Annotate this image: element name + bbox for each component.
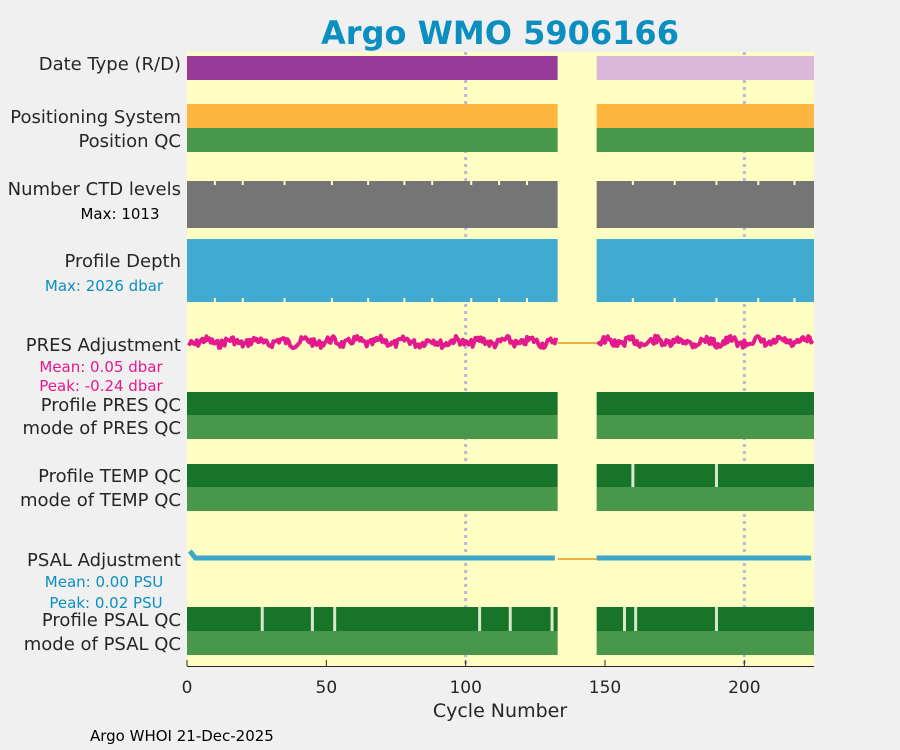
- profile_depth-dip-4: [367, 298, 370, 302]
- profile_depth-dip-3: [330, 298, 333, 302]
- row-sublabel-ctd-levels: Max: 1013: [80, 205, 159, 223]
- ctd_levels-dip-14: [793, 181, 796, 185]
- row-label-ctd-levels: Number CTD levels: [8, 179, 181, 200]
- row-label-position-qc: Position QC: [78, 131, 181, 152]
- mode_temp_qc-segment-1: [596, 487, 814, 511]
- profile_psal_qc-qc-mark-1: [310, 607, 314, 631]
- profile_depth-dip-0: [213, 298, 216, 302]
- ctd_levels-dip-2: [283, 181, 286, 185]
- ctd_levels-dip-12: [715, 181, 718, 185]
- mode_pres_qc-segment-1: [596, 415, 814, 439]
- profile_depth-dip-11: [673, 298, 676, 302]
- ctd_levels-dip-8: [498, 181, 501, 185]
- ctd_levels-dip-1: [241, 181, 244, 185]
- profile_depth-dip-8: [498, 298, 501, 302]
- profile_depth-dip-6: [431, 298, 434, 302]
- profile_pres_qc-segment-1: [596, 392, 814, 415]
- mode_temp_qc-segment-0: [187, 487, 558, 511]
- row-label-pres-adjustment: PRES Adjustment: [26, 335, 181, 356]
- row-label-psal-adjustment: PSAL Adjustment: [27, 550, 181, 571]
- ctd_levels-dip-10: [631, 181, 634, 185]
- row-label-mode-psal-qc: mode of PSAL QC: [24, 634, 181, 655]
- profile_depth-dip-12: [715, 298, 718, 302]
- profile_depth-dip-7: [470, 298, 473, 302]
- profile_pres_qc-segment-0: [187, 392, 558, 415]
- row-label-profile-pres-qc: Profile PRES QC: [41, 395, 181, 416]
- profile_psal_qc-segment-0: [187, 607, 558, 631]
- ctd_levels-dip-0: [213, 181, 216, 185]
- row-label-mode-pres-qc: mode of PRES QC: [23, 418, 181, 439]
- profile_depth-dip-9: [525, 298, 528, 302]
- row-label-profile-temp-qc: Profile TEMP QC: [38, 466, 181, 487]
- positioning-segment-1: [596, 104, 814, 128]
- position_qc-segment-0: [187, 128, 558, 152]
- ctd_levels-dip-7: [470, 181, 473, 185]
- ctd_levels-dip-3: [330, 181, 333, 185]
- profile_temp_qc-qc-mark-1: [714, 464, 718, 487]
- mode_psal_qc-segment-0: [187, 631, 558, 655]
- date_type-segment-0: [187, 56, 558, 80]
- x-axis-label: Cycle Number: [433, 700, 567, 722]
- row-sublabel-pres-adjustment: Mean: 0.05 dbar: [39, 358, 163, 376]
- row-label-profile-depth: Profile Depth: [64, 251, 181, 272]
- profile_psal_qc-qc-mark-8: [714, 607, 718, 631]
- profile_depth-segment-0: [187, 239, 558, 302]
- footer-credit: Argo WHOI 21-Dec-2025: [90, 727, 274, 745]
- ctd_levels-segment-1: [596, 181, 814, 228]
- profile_psal_qc-qc-mark-3: [478, 607, 482, 631]
- profile_depth-dip-14: [793, 298, 796, 302]
- profile_depth-dip-10: [631, 298, 634, 302]
- row-sublabel-psal-adjustment-peak: Peak: 0.02 PSU: [49, 594, 162, 612]
- ctd_levels-dip-9: [525, 181, 528, 185]
- mode_psal_qc-segment-1: [596, 631, 814, 655]
- x-axis: 0 50 100 150 200: [182, 660, 814, 698]
- row-label-mode-temp-qc: mode of TEMP QC: [20, 490, 181, 511]
- profile_psal_qc-segment-1: [596, 607, 814, 631]
- chart-title: Argo WMO 5906166: [321, 14, 679, 52]
- profile_depth-dip-2: [283, 298, 286, 302]
- x-tick-label-50: 50: [316, 678, 338, 698]
- row-label-positioning: Positioning System: [10, 107, 181, 128]
- x-tick-label-150: 150: [589, 678, 621, 698]
- profile_psal_qc-qc-mark-6: [623, 607, 627, 631]
- ctd_levels-segment-0: [187, 181, 558, 228]
- row-sublabel-pres-adjustment-peak: Peak: -0.24 dbar: [39, 377, 163, 395]
- profile_psal_qc-qc-mark-7: [634, 607, 638, 631]
- plot-background: [187, 52, 814, 666]
- profile_depth-dip-5: [403, 298, 406, 302]
- mode_pres_qc-segment-0: [187, 415, 558, 439]
- profile_depth-segment-1: [596, 239, 814, 302]
- date_type-segment-1: [596, 56, 814, 80]
- profile_temp_qc-segment-1: [596, 464, 814, 487]
- row-label-date-type: Date Type (R/D): [39, 54, 181, 75]
- x-tick-label-0: 0: [182, 678, 193, 698]
- ctd_levels-dip-4: [367, 181, 370, 185]
- x-tick-label-200: 200: [728, 678, 760, 698]
- ctd_levels-dip-13: [757, 181, 760, 185]
- profile_depth-dip-1: [241, 298, 244, 302]
- row-sublabel-profile-depth: Max: 2026 dbar: [45, 277, 164, 295]
- positioning-segment-0: [187, 104, 558, 128]
- position_qc-segment-1: [596, 128, 814, 152]
- profile_temp_qc-qc-mark-0: [631, 464, 635, 487]
- profile_psal_qc-qc-mark-5: [550, 607, 554, 631]
- profile_psal_qc-qc-mark-0: [260, 607, 264, 631]
- row-label-profile-psal-qc: Profile PSAL QC: [42, 610, 181, 631]
- data-strips: [187, 56, 815, 655]
- gridlines: [464, 52, 746, 666]
- profile_depth-dip-13: [757, 298, 760, 302]
- ctd_levels-dip-6: [431, 181, 434, 185]
- ctd_levels-dip-5: [403, 181, 406, 185]
- ctd_levels-dip-11: [673, 181, 676, 185]
- row-labels: Date Type (R/D) Positioning System Positio…: [8, 54, 181, 655]
- profile_psal_qc-qc-mark-4: [508, 607, 512, 631]
- x-tick-label-100: 100: [449, 678, 481, 698]
- pres-adjustment-line-2: [596, 333, 815, 350]
- pres-adjustment-line-1: [187, 333, 559, 351]
- row-sublabel-psal-adjustment: Mean: 0.00 PSU: [45, 573, 163, 591]
- profile_psal_qc-qc-mark-2: [333, 607, 337, 631]
- psal-adjustment-line-1: [187, 549, 555, 561]
- profile_temp_qc-segment-0: [187, 464, 558, 487]
